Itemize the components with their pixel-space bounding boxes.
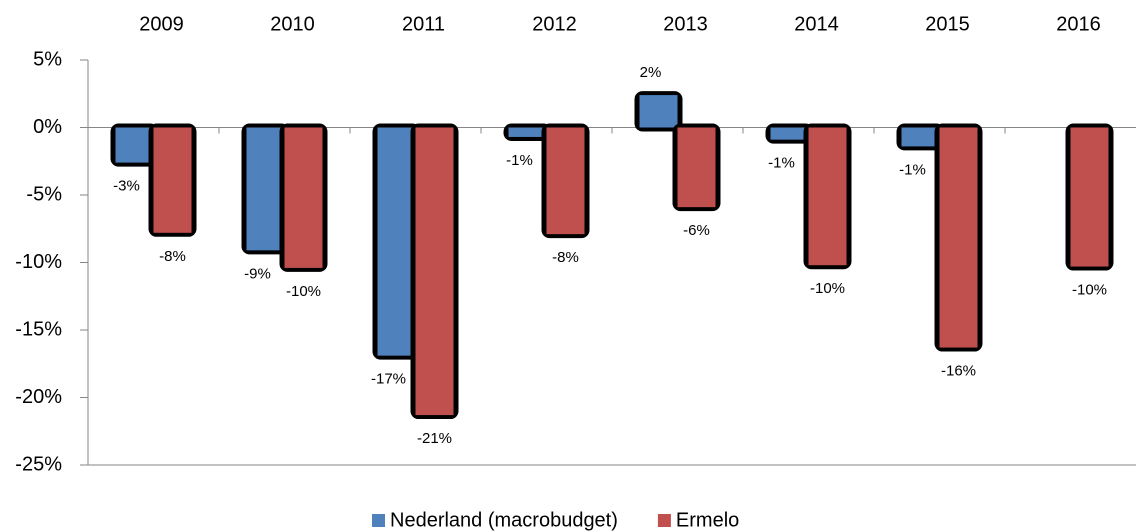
y-tick-label: -5%: [26, 183, 62, 205]
bar: [377, 127, 416, 356]
data-label: -9%: [244, 265, 271, 282]
data-label: -17%: [371, 371, 406, 388]
data-label: -1%: [899, 161, 926, 178]
bar: [546, 127, 585, 235]
y-tick-label: -20%: [15, 386, 62, 408]
y-tick-label: -10%: [15, 251, 62, 273]
data-label: -8%: [159, 248, 186, 265]
bar: [1070, 127, 1109, 267]
y-tick-label: -15%: [15, 318, 62, 340]
bar: [808, 127, 847, 266]
data-label: -1%: [768, 155, 795, 172]
x-tick-label: 2013: [663, 13, 708, 35]
data-label: -10%: [1072, 282, 1107, 299]
y-tick-label: 0%: [33, 116, 62, 138]
bar: [246, 127, 285, 251]
legend-label: Nederland (macrobudget): [390, 509, 618, 531]
y-tick-label: 5%: [33, 48, 62, 70]
data-label: -10%: [810, 280, 845, 297]
bar: [677, 127, 716, 208]
x-tick-label: 2012: [532, 13, 577, 35]
bar: [770, 127, 809, 140]
data-label: -6%: [683, 222, 710, 239]
x-tick-label: 2014: [794, 13, 839, 35]
x-tick-label: 2015: [925, 13, 970, 35]
bar: [284, 127, 323, 268]
bar: [115, 127, 154, 163]
data-label: -16%: [941, 363, 976, 380]
x-tick-label: 2011: [402, 13, 445, 35]
legend-label: Ermelo: [676, 509, 739, 531]
data-label: -8%: [552, 249, 579, 266]
x-tick-label: 2010: [270, 13, 315, 35]
data-label: -3%: [113, 178, 140, 195]
bar: [415, 127, 454, 416]
data-label: -10%: [286, 283, 321, 300]
x-tick-label: 2009: [139, 13, 184, 35]
x-tick-label: 2016: [1056, 13, 1101, 35]
legend-swatch: [372, 514, 385, 527]
bar: [153, 127, 192, 233]
bar: [508, 127, 547, 137]
legend-swatch: [657, 514, 671, 527]
y-tick-label: -25%: [15, 453, 62, 475]
data-label: 2%: [640, 64, 662, 81]
bar: [901, 127, 940, 147]
data-label: -21%: [417, 430, 452, 447]
bar: [639, 95, 678, 128]
bar: [939, 127, 978, 348]
data-label: -1%: [506, 152, 533, 169]
